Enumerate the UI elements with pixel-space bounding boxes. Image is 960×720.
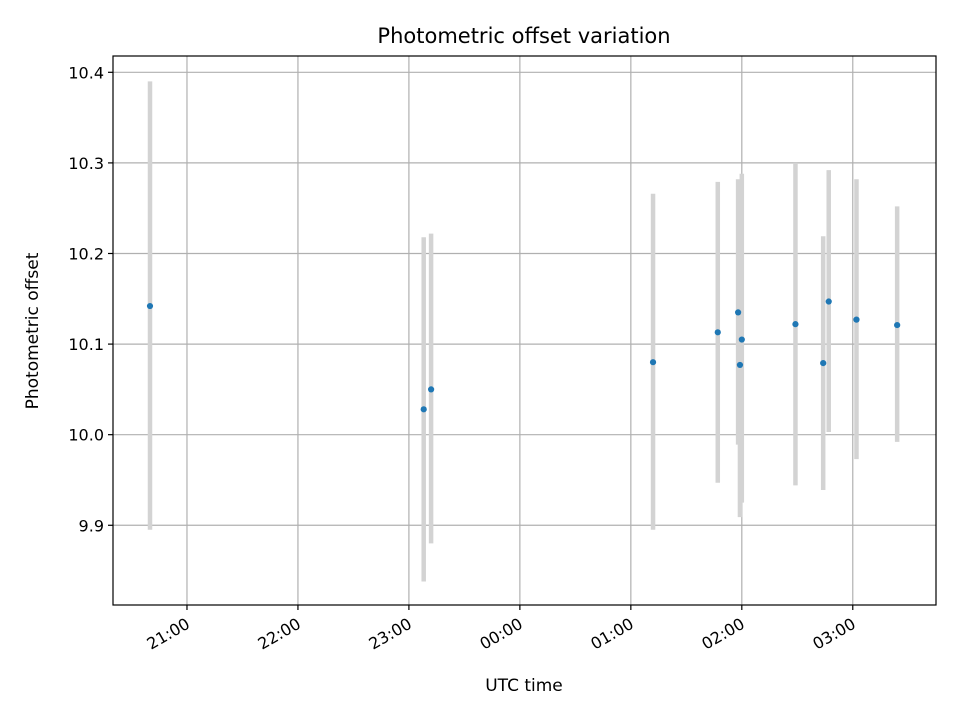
x-tick-label: 21:00 — [144, 614, 193, 654]
grid — [113, 56, 936, 605]
data-point — [428, 386, 435, 393]
data-point — [738, 336, 745, 343]
error-bars — [147, 81, 900, 582]
data-point — [736, 361, 744, 369]
data-point — [894, 321, 901, 329]
data-point — [853, 316, 860, 323]
data-point — [420, 406, 427, 413]
data-point — [714, 329, 721, 336]
data-point — [825, 298, 832, 305]
x-tick-label: 02:00 — [698, 614, 747, 654]
y-tick-label: 10.0 — [68, 426, 104, 445]
y-axis-label: Photometric offset — [23, 252, 43, 409]
plot-area-frame — [112, 55, 937, 606]
chart-title: Photometric offset variation — [377, 24, 670, 48]
y-tick-label: 10.1 — [68, 335, 104, 354]
data-point — [792, 321, 799, 328]
data-point — [820, 360, 827, 367]
x-tick-label: 23:00 — [365, 614, 414, 654]
data-point — [146, 302, 154, 310]
y-axis-ticks: 9.9 10.0 10.1 10.2 10.3 10.4 — [68, 63, 113, 535]
x-tick-label: 22:00 — [255, 614, 304, 654]
x-tick-label: 00:00 — [476, 614, 525, 654]
data-point — [649, 359, 657, 366]
y-tick-label: 10.4 — [68, 63, 104, 82]
y-tick-label: 10.2 — [68, 244, 104, 263]
x-tick-label: 01:00 — [587, 614, 636, 654]
x-tick-label: 03:00 — [809, 614, 858, 654]
x-axis-label: UTC time — [485, 676, 563, 696]
data-points — [146, 298, 901, 413]
y-tick-label: 9.9 — [79, 516, 104, 535]
y-tick-label: 10.3 — [68, 154, 104, 173]
x-axis-ticks: 21:00 22:00 23:00 00:00 01:00 02:00 03:00 — [144, 605, 859, 654]
data-point — [735, 309, 742, 316]
